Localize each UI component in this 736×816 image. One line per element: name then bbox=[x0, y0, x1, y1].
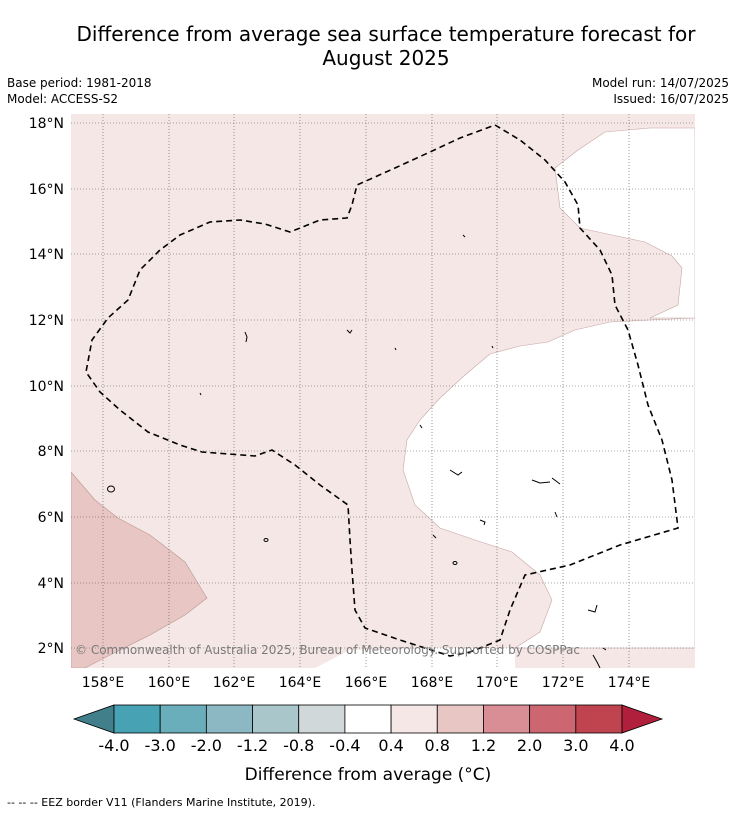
lat-label: 10°N bbox=[29, 379, 64, 395]
lon-labels: 158°E 160°E 162°E 164°E 166°E 168°E 170°… bbox=[82, 675, 651, 691]
colorbar bbox=[72, 704, 664, 734]
colorbar-segment bbox=[483, 704, 531, 734]
colorbar-tick-label: -2.0 bbox=[191, 736, 222, 755]
neutral-region-northeast bbox=[554, 127, 695, 319]
lat-label: 2°N bbox=[38, 641, 64, 657]
colorbar-title: Difference from average (°C) bbox=[245, 765, 492, 785]
lat-label: 8°N bbox=[38, 444, 64, 460]
colorbar-segment bbox=[390, 704, 438, 734]
lat-label: 12°N bbox=[29, 313, 64, 329]
lon-label: 164°E bbox=[279, 675, 322, 691]
lat-label: 6°N bbox=[38, 510, 64, 526]
colorbar-tick-labels: -4.0 -3.0 -2.0 -1.2 -0.8 -0.4 0.4 0.8 1.2 2.0 3.0 4… bbox=[98, 736, 634, 755]
lat-label: 18°N bbox=[29, 116, 64, 132]
colorbar-tick-label: 0.4 bbox=[378, 736, 403, 755]
colorbar-segment bbox=[205, 704, 253, 734]
lon-label: 160°E bbox=[148, 675, 191, 691]
colorbar-tick-label: -1.2 bbox=[237, 736, 268, 755]
colorbar-tick-label: -0.4 bbox=[329, 736, 360, 755]
colorbar-tick-label: -4.0 bbox=[98, 736, 129, 755]
colorbar-segment bbox=[529, 704, 577, 734]
colorbar-extend-low bbox=[72, 704, 115, 734]
lon-label: 158°E bbox=[82, 675, 125, 691]
metadata-left: Base period: 1981-2018 Model: ACCESS-S2 bbox=[7, 75, 152, 107]
colorbar-segment bbox=[298, 704, 346, 734]
issued-date: Issued: 16/07/2025 bbox=[613, 92, 729, 106]
lon-label: 170°E bbox=[476, 675, 519, 691]
colorbar-tick-label: 3.0 bbox=[563, 736, 588, 755]
copyright-notice: © Commonwealth of Australia 2025, Bureau… bbox=[75, 643, 580, 657]
eez-legend-note: -- -- -- EEZ border V11 (Flanders Marine… bbox=[7, 796, 316, 809]
lon-label: 172°E bbox=[542, 675, 585, 691]
colorbar-segment bbox=[159, 704, 207, 734]
model-run: Model run: 14/07/2025 bbox=[591, 76, 729, 90]
colorbar-segment bbox=[113, 704, 161, 734]
graticule bbox=[71, 114, 695, 668]
anomaly-0-8-1-2-region bbox=[71, 471, 208, 668]
lon-label: 174°E bbox=[608, 675, 651, 691]
lat-label: 14°N bbox=[29, 247, 64, 263]
lat-label: 4°N bbox=[38, 576, 64, 592]
lat-label: 16°N bbox=[29, 182, 64, 198]
colorbar-tick-label: 2.0 bbox=[517, 736, 542, 755]
colorbar-tick-label: 0.8 bbox=[425, 736, 450, 755]
colorbar-segment bbox=[436, 704, 484, 734]
lon-label: 166°E bbox=[345, 675, 388, 691]
metadata-right: Model run: 14/07/2025 Issued: 16/07/2025 bbox=[592, 75, 729, 107]
colorbar-segment bbox=[344, 704, 392, 734]
lon-label: 162°E bbox=[213, 675, 256, 691]
map-panel bbox=[71, 114, 695, 668]
neutral-region-east bbox=[402, 317, 695, 649]
map-title: Difference from average sea surface temp… bbox=[40, 22, 732, 70]
colorbar-tick-label: 4.0 bbox=[609, 736, 634, 755]
colorbar-tick-label: -3.0 bbox=[145, 736, 176, 755]
lon-label: 168°E bbox=[411, 675, 454, 691]
title-line-1: Difference from average sea surface temp… bbox=[76, 22, 696, 46]
colorbar-segment bbox=[575, 704, 623, 734]
title-line-2: August 2025 bbox=[322, 46, 450, 70]
neutral-region-south bbox=[315, 648, 515, 668]
colorbar-tick-label: 1.2 bbox=[471, 736, 496, 755]
colorbar-extend-high bbox=[621, 704, 664, 734]
base-period: Base period: 1981-2018 bbox=[7, 76, 152, 90]
colorbar-tick-label: -0.8 bbox=[283, 736, 314, 755]
model-name: Model: ACCESS-S2 bbox=[7, 92, 119, 106]
islands bbox=[107, 234, 607, 668]
colorbar-segment bbox=[252, 704, 300, 734]
lat-labels: 18°N 16°N 14°N 12°N 10°N 8°N 6°N 4°N 2°N bbox=[29, 116, 64, 657]
eez-border bbox=[85, 124, 679, 657]
